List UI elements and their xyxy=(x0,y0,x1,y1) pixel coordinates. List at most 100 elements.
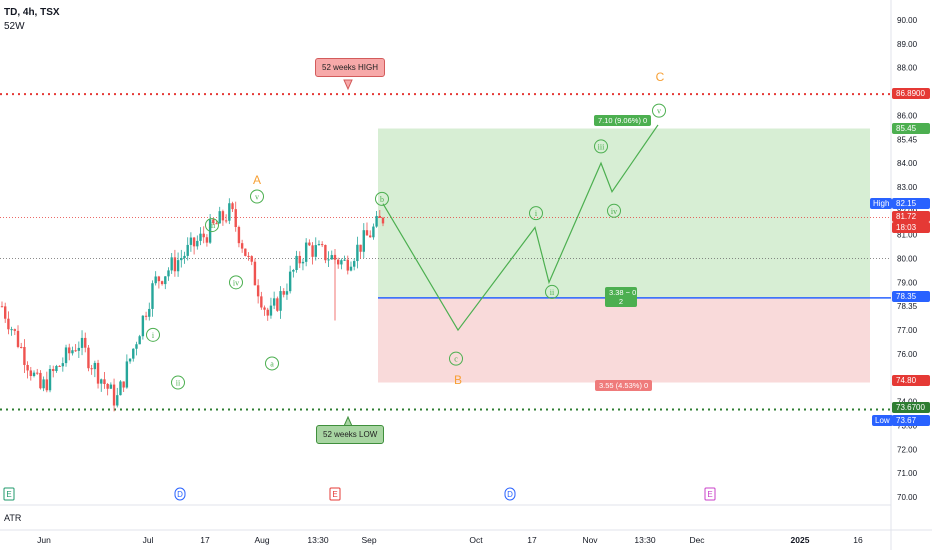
y-tick-label: 83.00 xyxy=(897,183,918,192)
event-marker xyxy=(329,487,341,501)
x-tick-label: Nov xyxy=(582,535,598,545)
candle-body xyxy=(10,329,13,331)
symbol-title: TD, 4h, TSX xyxy=(4,7,60,18)
candle-body xyxy=(205,237,209,243)
candle-body xyxy=(23,346,26,365)
x-tick-label: Sep xyxy=(361,535,376,545)
wave-circle xyxy=(265,356,279,371)
candle-body xyxy=(343,259,346,261)
tag-52w-high: 86.8900 xyxy=(892,88,930,99)
tag-stop: 74.80 xyxy=(892,375,930,386)
candle-body xyxy=(336,259,340,265)
y-tick-label: 89.00 xyxy=(897,40,918,49)
wave-label-B: B xyxy=(454,373,462,387)
wave-label-v: v xyxy=(255,192,259,201)
candle-body xyxy=(141,315,145,337)
candle-body xyxy=(39,372,42,389)
wave-label-a: a xyxy=(270,359,274,368)
y-tick-label: 79.00 xyxy=(897,278,918,287)
indicator-label: 52W xyxy=(4,21,25,32)
candle-body xyxy=(48,369,52,391)
entry-stats: 3.38 − 0 2 xyxy=(605,287,637,307)
candle-body xyxy=(154,276,157,284)
candle-body xyxy=(45,379,49,391)
candle-body xyxy=(160,281,164,285)
x-tick-label: Oct xyxy=(469,535,483,545)
y-tick-label: 86.00 xyxy=(897,111,918,120)
y-tick-label: 71.00 xyxy=(897,469,918,478)
candle-body xyxy=(340,260,343,265)
event-marker xyxy=(3,487,15,501)
candle-body xyxy=(381,217,385,224)
candle-body xyxy=(128,358,132,362)
candle-body xyxy=(52,369,55,372)
wave-label-A: A xyxy=(253,173,261,187)
candle-body xyxy=(365,230,369,236)
y-tick-label: 88.00 xyxy=(897,64,918,73)
tag-high-value: 82.15 xyxy=(892,198,930,209)
candle-body xyxy=(359,244,362,252)
wave-circle xyxy=(250,189,264,204)
candle-body xyxy=(84,337,87,348)
candle-body xyxy=(74,350,77,352)
candle-body xyxy=(276,298,279,311)
profit-zone xyxy=(378,128,870,298)
x-tick-label: 16 xyxy=(853,535,863,545)
candle-body xyxy=(285,291,289,295)
projected-wave-path xyxy=(382,124,659,332)
y-tick-label: 85.45 xyxy=(897,135,918,144)
candle-body xyxy=(228,203,231,221)
candle-body xyxy=(103,379,106,385)
event-marker xyxy=(704,487,716,501)
candle-body xyxy=(247,255,250,257)
candle-body xyxy=(170,257,173,271)
candle-body xyxy=(119,381,122,396)
candle-body xyxy=(167,270,170,277)
candle-body xyxy=(314,245,317,257)
candle-body xyxy=(112,384,116,406)
candle-body xyxy=(32,372,36,377)
candle-body xyxy=(231,203,234,210)
candle-body xyxy=(308,242,311,246)
x-tick-label: 13:30 xyxy=(307,535,329,545)
wave-circle xyxy=(449,351,463,366)
candle-body xyxy=(372,226,375,238)
wave-label-iii: iii xyxy=(598,142,605,151)
wave-circle xyxy=(652,103,666,118)
candle-body xyxy=(218,211,221,224)
tag-current-price: 81.72 xyxy=(892,211,930,222)
candle-body xyxy=(138,336,141,345)
candle-body xyxy=(253,261,257,286)
candle-body xyxy=(266,309,269,316)
candle-body xyxy=(61,363,65,367)
candle-body xyxy=(29,370,33,377)
candle-body xyxy=(16,330,20,347)
candle-body xyxy=(55,365,58,372)
candle-body xyxy=(349,266,353,271)
candle-body xyxy=(77,347,81,351)
candle-body xyxy=(186,244,189,256)
candle-body xyxy=(240,243,244,249)
entry-stats-line2: 2 xyxy=(618,297,624,306)
candle-body xyxy=(298,255,301,264)
x-tick-label: 17 xyxy=(200,535,210,545)
candle-body xyxy=(256,285,260,297)
candle-body xyxy=(7,318,10,330)
candle-body xyxy=(164,276,167,285)
candle-body xyxy=(144,315,148,317)
y-tick-label: 84.00 xyxy=(897,159,918,168)
high-callout-pointer xyxy=(343,79,353,91)
candle-body xyxy=(122,381,125,388)
x-tick-label: 13:30 xyxy=(634,535,656,545)
candle-body xyxy=(196,240,199,247)
candle-body xyxy=(192,237,196,247)
tag-52w-low: 73.6700 xyxy=(892,402,930,413)
candle-body xyxy=(356,244,359,262)
candle-body xyxy=(148,308,151,317)
y-tick-label: 77.00 xyxy=(897,326,918,335)
event-marker xyxy=(504,487,516,501)
candle-body xyxy=(304,242,308,262)
candle-body xyxy=(263,307,266,310)
candle-body xyxy=(311,245,314,257)
